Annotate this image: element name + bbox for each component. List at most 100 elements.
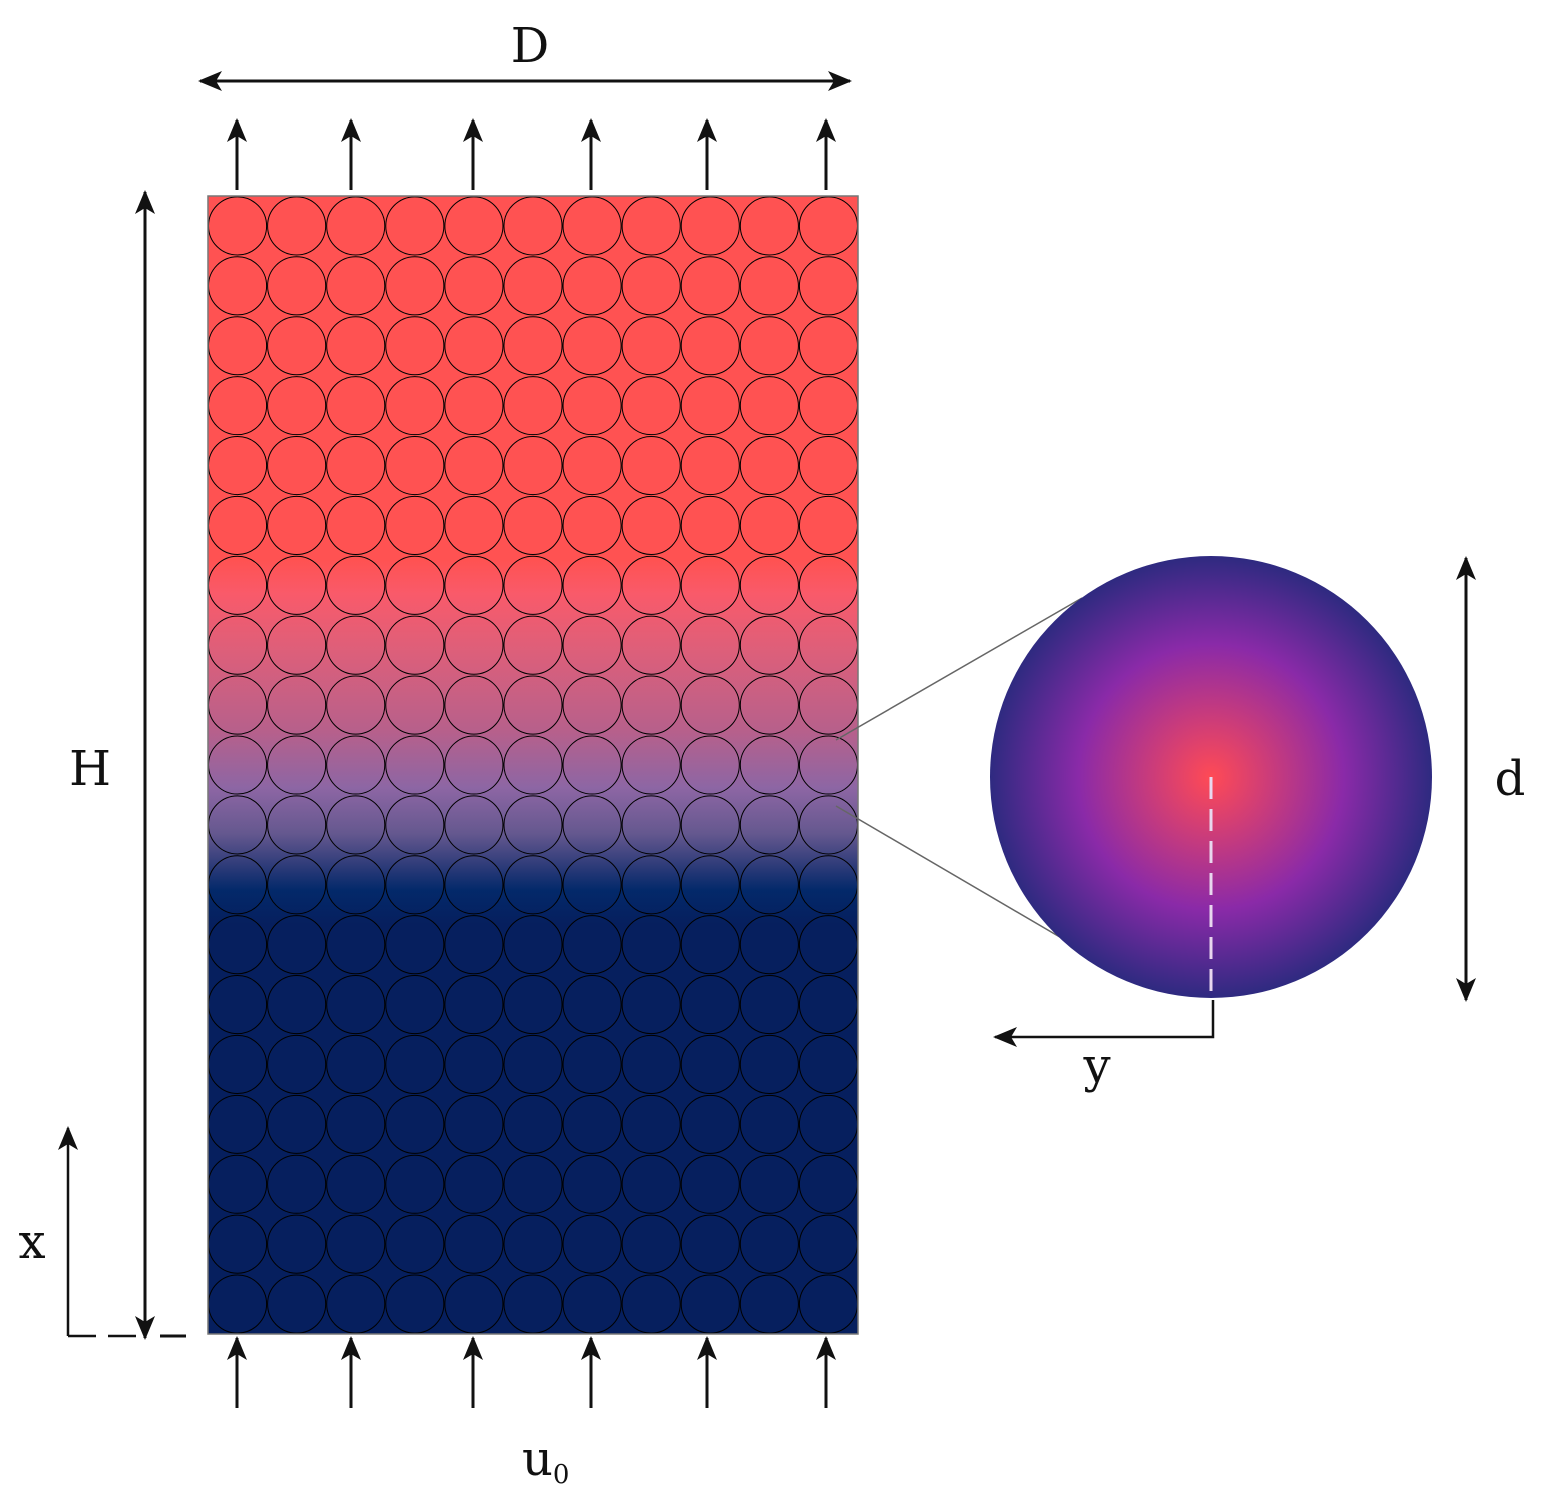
bed-particle <box>562 256 622 316</box>
magnification-lines <box>835 597 1083 951</box>
bed-particle <box>680 196 740 256</box>
bed-particle <box>444 1094 504 1154</box>
bed-particle <box>562 675 622 735</box>
bed-particle <box>739 795 799 855</box>
bed-particle <box>739 376 799 436</box>
bed-particle <box>267 495 327 555</box>
inlet-velocity-label: u0 <box>522 1431 569 1490</box>
bed-particle <box>503 435 563 496</box>
height-label: H <box>69 741 111 797</box>
bed-particle <box>385 975 445 1035</box>
bed-particle <box>503 915 563 975</box>
bed-particle <box>267 1034 327 1095</box>
bed-particle <box>326 1094 386 1154</box>
bed-particle <box>267 1274 327 1334</box>
bed-particle <box>562 555 622 615</box>
radial-coordinate-label: y <box>1082 1038 1110 1094</box>
bed-particle <box>621 855 681 915</box>
bed-particle <box>444 495 504 555</box>
bed-particle <box>503 256 563 316</box>
bed-particle <box>326 1214 386 1274</box>
bed-particle <box>385 1214 445 1274</box>
bed-particle <box>680 975 740 1035</box>
bed-particle <box>267 435 327 496</box>
particle-diameter-label: d <box>1495 751 1526 807</box>
bed-particle <box>503 615 563 675</box>
bed-particle <box>444 1034 504 1095</box>
bed-particle <box>503 675 563 735</box>
bed-particle <box>444 615 504 675</box>
bed-particle <box>326 795 386 855</box>
bed-particle <box>326 435 386 496</box>
bed-particle <box>621 1034 681 1095</box>
bed-particle <box>503 1034 563 1095</box>
bed-particle <box>326 735 386 795</box>
bed-particle <box>503 495 563 555</box>
bed-particle <box>444 376 504 436</box>
bed-particle <box>739 855 799 915</box>
bed-particle <box>385 915 445 975</box>
bed-particle <box>385 555 445 615</box>
bed-particle <box>739 675 799 735</box>
bed-particle <box>326 675 386 735</box>
bed-particle <box>562 196 622 256</box>
bed-particle <box>621 1094 681 1154</box>
bed-particle <box>680 1094 740 1154</box>
bed-particle <box>267 915 327 975</box>
bed-particle <box>326 975 386 1035</box>
bed-particle <box>680 795 740 855</box>
bed-particle <box>739 1034 799 1095</box>
bed-particle <box>621 256 681 316</box>
bed-particle <box>621 1214 681 1274</box>
bed-particle <box>444 196 504 256</box>
bed-particle <box>385 735 445 795</box>
bed-particle <box>326 615 386 675</box>
bed-particle <box>680 555 740 615</box>
enlarged-particle <box>990 556 1432 998</box>
bed-background <box>208 196 858 1334</box>
bed-particle <box>621 495 681 555</box>
bed-particle <box>385 1034 445 1095</box>
bed-particle <box>503 735 563 795</box>
magnification-line-top <box>835 597 1083 741</box>
bed-particle <box>267 196 327 256</box>
radial-coordinate-axis <box>993 1000 1215 1047</box>
bed-particle <box>385 1274 445 1334</box>
bed-particle <box>385 1094 445 1154</box>
width-label: D <box>511 18 549 74</box>
bed-particle <box>562 915 622 975</box>
bed-particle <box>739 1274 799 1334</box>
bed-particle <box>621 376 681 436</box>
bed-particle <box>385 615 445 675</box>
bed-particle <box>621 316 681 376</box>
bed-particle <box>739 615 799 675</box>
bed-particle <box>621 196 681 256</box>
bed-particle <box>680 1034 740 1095</box>
bed-particle <box>680 615 740 675</box>
bed-particle <box>739 1214 799 1274</box>
bed-particle <box>680 675 740 735</box>
bed-outline <box>207 195 859 1335</box>
bed-particle <box>503 855 563 915</box>
bed-particles <box>208 196 858 1334</box>
bed-particle <box>326 376 386 436</box>
bed-particle <box>621 735 681 795</box>
bed-particle <box>267 1094 327 1154</box>
bed-particle <box>621 675 681 735</box>
bed-particle <box>326 1274 386 1334</box>
bed-particle <box>562 1154 622 1214</box>
bed-particle <box>503 376 563 436</box>
bed-particle <box>621 975 681 1035</box>
bed-particle <box>562 855 622 915</box>
bed-particle <box>267 1154 327 1214</box>
bed-particle <box>444 795 504 855</box>
bed-particle <box>267 855 327 915</box>
bed-particle <box>739 555 799 615</box>
bed-particle <box>444 855 504 915</box>
bed-particle <box>385 435 445 496</box>
bed-particle <box>621 795 681 855</box>
bed-particle <box>562 376 622 436</box>
bed-particle <box>503 1274 563 1334</box>
bed-particle <box>385 1154 445 1214</box>
